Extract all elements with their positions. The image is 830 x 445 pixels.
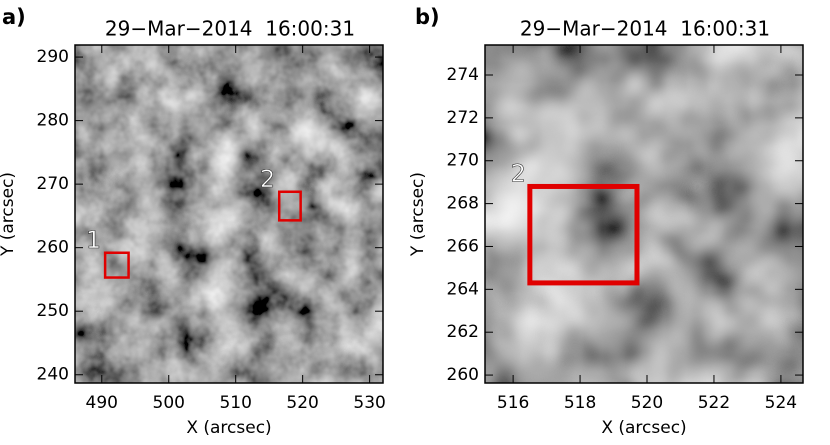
panel-label: a) [2, 5, 26, 29]
x-axis-label: X (arcsec) [186, 418, 271, 438]
region-label: 2 [260, 165, 275, 193]
x-tick-label: 530 [353, 393, 385, 413]
x-tick-label: 516 [497, 393, 529, 413]
chart-title: 29−Mar−2014 16:00:31 [105, 17, 355, 41]
x-tick-label: 522 [698, 393, 730, 413]
region-box [527, 183, 640, 286]
y-tick-label: 240 [37, 365, 69, 385]
region-box [277, 190, 302, 222]
plot-frame [484, 44, 804, 384]
y-tick-label: 274 [447, 65, 479, 85]
region-box [103, 251, 130, 279]
region-label: 1 [86, 226, 101, 254]
y-axis-label: Y (arcsec) [408, 172, 428, 257]
region-label: 2 [511, 159, 526, 187]
y-tick-label: 260 [37, 238, 69, 258]
chart-title: 29−Mar−2014 16:00:31 [520, 17, 770, 41]
y-axis-label: Y (arcsec) [0, 172, 18, 257]
x-tick-label: 518 [564, 393, 596, 413]
y-tick-label: 270 [447, 151, 479, 171]
solar-image [75, 45, 383, 383]
x-tick-label: 500 [153, 393, 185, 413]
y-tick-label: 268 [447, 194, 479, 214]
x-tick-label: 490 [86, 393, 118, 413]
y-tick-label: 264 [447, 279, 479, 299]
y-tick-label: 290 [37, 47, 69, 67]
x-axis-label: X (arcsec) [601, 418, 686, 438]
y-tick-label: 262 [447, 322, 479, 342]
plot-frame [74, 44, 384, 384]
y-tick-label: 270 [37, 174, 69, 194]
panel-label: b) [415, 5, 440, 29]
y-tick-label: 272 [447, 108, 479, 128]
x-tick-label: 520 [631, 393, 663, 413]
x-tick-label: 510 [219, 393, 251, 413]
y-tick-label: 266 [447, 236, 479, 256]
y-tick-label: 280 [37, 111, 69, 131]
solar-image [485, 45, 803, 383]
y-tick-label: 250 [37, 301, 69, 321]
x-tick-label: 524 [765, 393, 797, 413]
y-tick-label: 260 [447, 365, 479, 385]
x-tick-label: 520 [286, 393, 318, 413]
